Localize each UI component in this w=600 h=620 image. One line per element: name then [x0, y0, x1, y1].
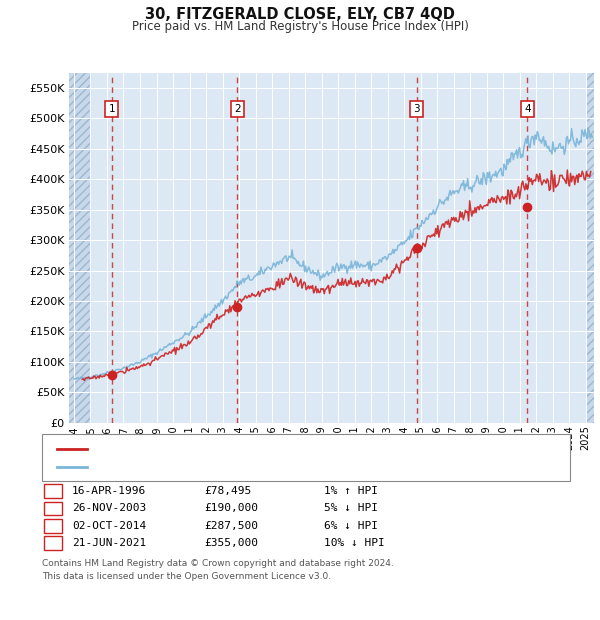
Text: 10% ↓ HPI: 10% ↓ HPI [324, 538, 385, 548]
Text: 21-JUN-2021: 21-JUN-2021 [72, 538, 146, 548]
Text: 30, FITZGERALD CLOSE, ELY, CB7 4QD (detached house): 30, FITZGERALD CLOSE, ELY, CB7 4QD (deta… [91, 444, 385, 454]
Text: 4: 4 [524, 104, 531, 114]
Text: Price paid vs. HM Land Registry's House Price Index (HPI): Price paid vs. HM Land Registry's House … [131, 20, 469, 33]
Text: 26-NOV-2003: 26-NOV-2003 [72, 503, 146, 513]
Text: 1: 1 [49, 486, 56, 496]
Text: Contains HM Land Registry data © Crown copyright and database right 2024.
This d: Contains HM Land Registry data © Crown c… [42, 559, 394, 581]
Text: 3: 3 [49, 521, 56, 531]
Text: 6% ↓ HPI: 6% ↓ HPI [324, 521, 378, 531]
Text: 5% ↓ HPI: 5% ↓ HPI [324, 503, 378, 513]
Text: 1% ↑ HPI: 1% ↑ HPI [324, 486, 378, 496]
Text: 2: 2 [49, 503, 56, 513]
Text: 16-APR-1996: 16-APR-1996 [72, 486, 146, 496]
Bar [69, 73, 89, 423]
Text: £78,495: £78,495 [204, 486, 251, 496]
Text: 30, FITZGERALD CLOSE, ELY, CB7 4QD: 30, FITZGERALD CLOSE, ELY, CB7 4QD [145, 7, 455, 22]
Text: 02-OCT-2014: 02-OCT-2014 [72, 521, 146, 531]
Text: 2: 2 [234, 104, 241, 114]
Bar [587, 73, 594, 423]
Bar [587, 73, 594, 423]
Text: 1: 1 [109, 104, 115, 114]
Bar [69, 73, 89, 423]
Text: 3: 3 [413, 104, 420, 114]
Text: £190,000: £190,000 [204, 503, 258, 513]
Text: HPI: Average price, detached house, East Cambridgeshire: HPI: Average price, detached house, East… [91, 463, 393, 472]
Text: 4: 4 [49, 538, 56, 548]
Text: £355,000: £355,000 [204, 538, 258, 548]
Text: £287,500: £287,500 [204, 521, 258, 531]
